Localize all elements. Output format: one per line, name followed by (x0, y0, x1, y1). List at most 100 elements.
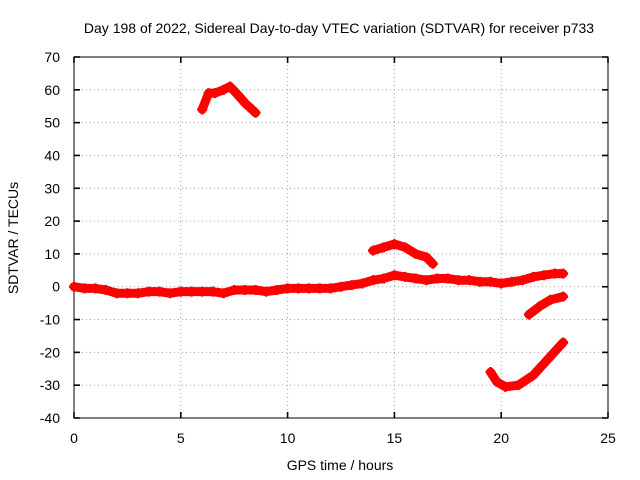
data-point (111, 288, 122, 299)
tick-marks (73, 56, 609, 419)
data-point (528, 271, 539, 282)
data-point (549, 268, 560, 279)
data-point (389, 270, 400, 281)
plot-frame (73, 56, 609, 419)
data-point (400, 271, 411, 282)
data-point (517, 275, 528, 286)
x-axis-label: GPS time / hours (287, 457, 394, 473)
data-point (410, 273, 421, 284)
y-tick-label: 60 (44, 82, 60, 98)
data-point (250, 107, 261, 118)
data-point (523, 309, 534, 320)
data-point (400, 242, 411, 253)
data-point (442, 273, 453, 284)
series-track-5 (524, 292, 568, 320)
data-point (410, 248, 421, 259)
y-tick-label: 30 (44, 180, 60, 196)
data-point (207, 286, 218, 297)
data-point (427, 258, 438, 269)
data-point (378, 242, 389, 253)
data-point (368, 275, 379, 286)
data-point (378, 273, 389, 284)
y-tick-label: -10 (40, 312, 60, 328)
data-point (209, 88, 220, 99)
data-point (282, 283, 293, 294)
data-point (421, 252, 432, 263)
x-tick-label: 5 (177, 430, 185, 446)
data-point (143, 286, 154, 297)
data-point (250, 285, 261, 296)
data-point (229, 285, 240, 296)
series-main-track-points (69, 268, 569, 299)
data-point (558, 291, 569, 302)
data-point (421, 275, 432, 286)
data-point (303, 283, 314, 294)
data-point (485, 276, 496, 287)
data-point (154, 286, 165, 297)
x-tick-label: 10 (280, 430, 296, 446)
data-point (346, 280, 357, 291)
data-point (336, 281, 346, 292)
series-layer (69, 81, 569, 392)
data-point (218, 84, 229, 95)
data-point (485, 367, 496, 378)
y-tick-label: 0 (52, 279, 60, 295)
data-point (175, 286, 186, 297)
data-point (133, 288, 144, 299)
data-point (186, 286, 197, 297)
data-point (528, 370, 539, 381)
data-point (558, 337, 569, 348)
y-tick-label: 40 (44, 147, 60, 163)
data-point (464, 275, 475, 286)
grid (74, 57, 608, 418)
y-tick-labels: -40 -30 -20 -10 0 10 20 30 40 50 60 70 (40, 49, 60, 426)
x-tick-labels: 0 5 10 15 20 25 (70, 430, 616, 446)
data-point (491, 376, 502, 387)
y-tick-label: 10 (44, 246, 60, 262)
data-point (474, 276, 485, 287)
data-point (271, 285, 282, 296)
data-point (165, 288, 176, 299)
x-tick-label: 15 (387, 430, 403, 446)
y-tick-label: -40 (40, 410, 60, 426)
data-point (543, 353, 554, 364)
data-point (314, 283, 325, 294)
y-tick-label: -20 (40, 344, 60, 360)
y-tick-label: -30 (40, 377, 60, 393)
data-point (79, 283, 90, 294)
data-point (496, 278, 507, 289)
data-point (90, 283, 101, 294)
data-point (197, 104, 208, 115)
data-point (218, 288, 229, 299)
data-point (357, 278, 368, 289)
data-point (122, 288, 133, 299)
series-track-2-points (197, 81, 261, 118)
y-tick-label: 50 (44, 115, 60, 131)
x-tick-label: 20 (493, 430, 509, 446)
data-point (506, 276, 517, 287)
y-tick-label: 70 (44, 49, 60, 65)
data-point (197, 286, 208, 297)
data-point (368, 245, 379, 256)
series-track-5-points (523, 291, 569, 320)
y-tick-label: 20 (44, 213, 60, 229)
data-point (231, 88, 242, 99)
chart-title: Day 198 of 2022, Sidereal Day-to-day VTE… (84, 20, 594, 36)
data-point (513, 380, 524, 391)
data-point (239, 285, 250, 296)
data-point (545, 294, 556, 305)
data-point (432, 273, 443, 284)
data-point (538, 270, 549, 281)
data-point (224, 81, 235, 92)
data-point (534, 301, 545, 312)
series-track-4-points (485, 337, 569, 392)
data-point (500, 381, 511, 392)
data-point (69, 281, 79, 292)
data-point (261, 286, 272, 297)
data-point (453, 275, 464, 286)
data-point (558, 268, 569, 279)
y-axis-label: SDTVAR / TECUs (5, 182, 21, 294)
x-tick-label: 0 (70, 430, 78, 446)
data-point (325, 283, 336, 294)
